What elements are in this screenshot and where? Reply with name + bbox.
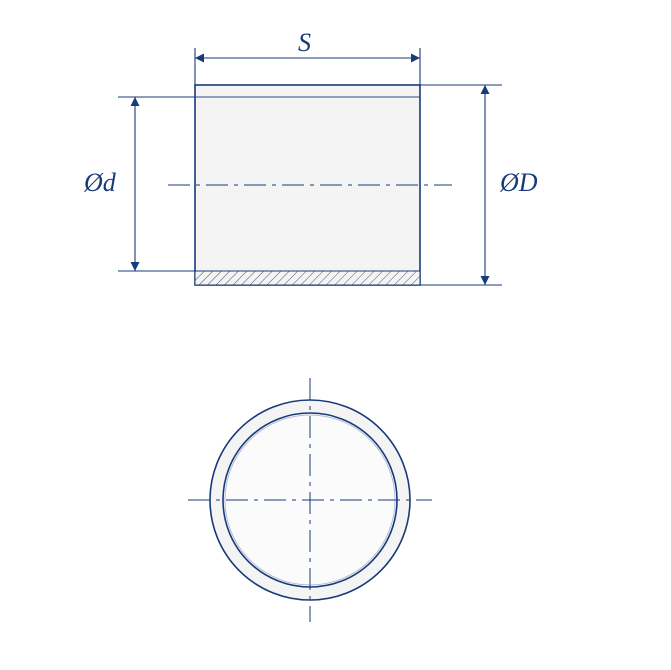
drawing-svg	[0, 0, 671, 670]
technical-drawing: S Ød ØD	[0, 0, 671, 670]
